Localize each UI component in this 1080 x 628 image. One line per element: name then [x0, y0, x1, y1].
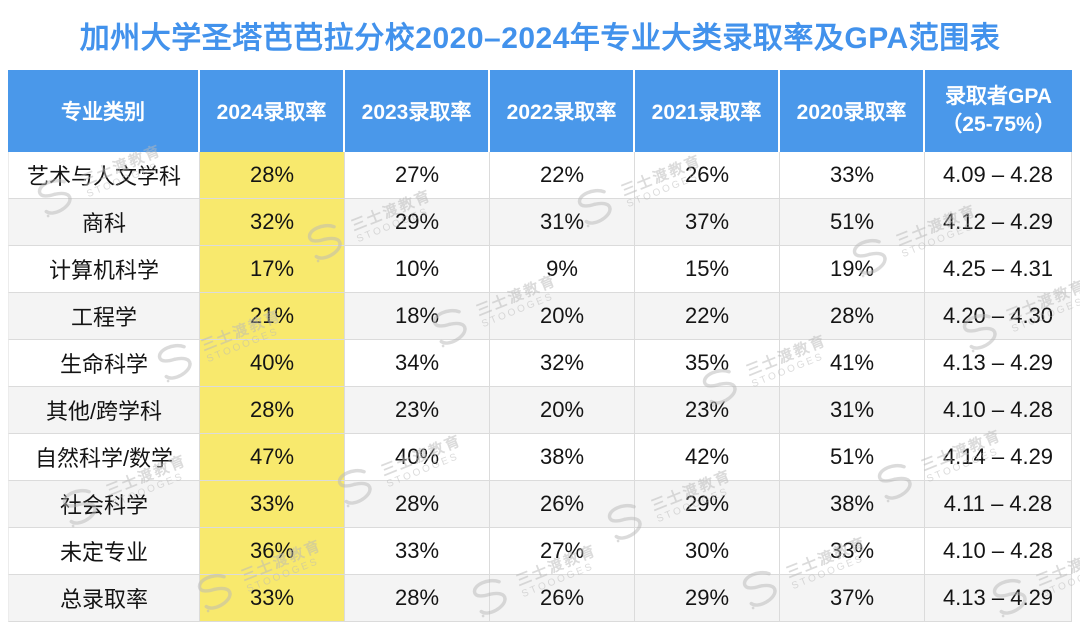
gpa-header-line1: 录取者GPA: [945, 84, 1052, 108]
category-cell: 社会科学: [8, 481, 200, 528]
rate-cell-2020: 51%: [780, 199, 925, 246]
rate-cell-2021: 35%: [635, 340, 780, 387]
col-header-rate-2022: 2022录取率: [490, 70, 635, 152]
rate-cell-2023: 34%: [345, 340, 490, 387]
gpa-cell: 4.13 – 4.29: [925, 340, 1072, 387]
category-cell: 工程学: [8, 293, 200, 340]
rate-cell-2021: 42%: [635, 434, 780, 481]
rate-cell-2022: 20%: [490, 387, 635, 434]
table-header-row: 专业类别 2024录取率 2023录取率 2022录取率 2021录取率 202…: [8, 70, 1072, 152]
col-header-gpa: 录取者GPA （25-75%）: [925, 70, 1072, 152]
admission-rate-table: 专业类别 2024录取率 2023录取率 2022录取率 2021录取率 202…: [8, 70, 1072, 622]
table-body: 艺术与人文学科 28% 27% 22% 26% 33% 4.09 – 4.28 …: [8, 152, 1072, 622]
table-row: 商科 32% 29% 31% 37% 51% 4.12 – 4.29: [8, 199, 1072, 246]
rate-cell-2020: 38%: [780, 481, 925, 528]
rate-cell-2024: 47%: [200, 434, 345, 481]
rate-cell-2021: 29%: [635, 575, 780, 622]
rate-cell-2024: 33%: [200, 481, 345, 528]
table-row: 生命科学 40% 34% 32% 35% 41% 4.13 – 4.29: [8, 340, 1072, 387]
rate-cell-2021: 22%: [635, 293, 780, 340]
rate-cell-2022: 27%: [490, 528, 635, 575]
rate-cell-2020: 33%: [780, 528, 925, 575]
gpa-cell: 4.14 – 4.29: [925, 434, 1072, 481]
rate-cell-2022: 32%: [490, 340, 635, 387]
gpa-cell: 4.09 – 4.28: [925, 152, 1072, 199]
rate-cell-2024: 21%: [200, 293, 345, 340]
rate-cell-2022: 9%: [490, 246, 635, 293]
col-header-rate-2021: 2021录取率: [635, 70, 780, 152]
table-row: 未定专业 36% 33% 27% 30% 33% 4.10 – 4.28: [8, 528, 1072, 575]
rate-cell-2023: 28%: [345, 481, 490, 528]
rate-cell-2020: 19%: [780, 246, 925, 293]
rate-cell-2022: 20%: [490, 293, 635, 340]
rate-cell-2024: 33%: [200, 575, 345, 622]
gpa-cell: 4.10 – 4.28: [925, 528, 1072, 575]
category-cell: 生命科学: [8, 340, 200, 387]
rate-cell-2021: 29%: [635, 481, 780, 528]
rate-cell-2023: 18%: [345, 293, 490, 340]
category-cell: 商科: [8, 199, 200, 246]
rate-cell-2024: 28%: [200, 152, 345, 199]
col-header-rate-2020: 2020录取率: [780, 70, 925, 152]
table-row: 艺术与人文学科 28% 27% 22% 26% 33% 4.09 – 4.28: [8, 152, 1072, 199]
rate-cell-2023: 23%: [345, 387, 490, 434]
table-row: 自然科学/数学 47% 40% 38% 42% 51% 4.14 – 4.29: [8, 434, 1072, 481]
table-row: 计算机科学 17% 10% 9% 15% 19% 4.25 – 4.31: [8, 246, 1072, 293]
rate-cell-2024: 40%: [200, 340, 345, 387]
table-row: 工程学 21% 18% 20% 22% 28% 4.20 – 4.30: [8, 293, 1072, 340]
rate-cell-2020: 28%: [780, 293, 925, 340]
rate-cell-2022: 22%: [490, 152, 635, 199]
rate-cell-2021: 26%: [635, 152, 780, 199]
col-header-rate-2023: 2023录取率: [345, 70, 490, 152]
page-title: 加州大学圣塔芭芭拉分校2020–2024年专业大类录取率及GPA范围表: [79, 22, 1001, 55]
gpa-cell: 4.25 – 4.31: [925, 246, 1072, 293]
category-cell: 艺术与人文学科: [8, 152, 200, 199]
gpa-cell: 4.10 – 4.28: [925, 387, 1072, 434]
gpa-cell: 4.12 – 4.29: [925, 199, 1072, 246]
rate-cell-2022: 31%: [490, 199, 635, 246]
col-header-rate-2024: 2024录取率: [200, 70, 345, 152]
rate-cell-2024: 36%: [200, 528, 345, 575]
rate-cell-2021: 30%: [635, 528, 780, 575]
category-cell: 总录取率: [8, 575, 200, 622]
table-row: 其他/跨学科 28% 23% 20% 23% 31% 4.10 – 4.28: [8, 387, 1072, 434]
rate-cell-2021: 37%: [635, 199, 780, 246]
rate-cell-2023: 27%: [345, 152, 490, 199]
category-cell: 其他/跨学科: [8, 387, 200, 434]
rate-cell-2020: 51%: [780, 434, 925, 481]
gpa-cell: 4.20 – 4.30: [925, 293, 1072, 340]
gpa-cell: 4.13 – 4.29: [925, 575, 1072, 622]
category-cell: 自然科学/数学: [8, 434, 200, 481]
table-row: 社会科学 33% 28% 26% 29% 38% 4.11 – 4.28: [8, 481, 1072, 528]
category-cell: 计算机科学: [8, 246, 200, 293]
gpa-header-line2: （25-75%）: [941, 113, 1056, 136]
rate-cell-2021: 15%: [635, 246, 780, 293]
rate-cell-2023: 33%: [345, 528, 490, 575]
gpa-cell: 4.11 – 4.28: [925, 481, 1072, 528]
rate-cell-2024: 17%: [200, 246, 345, 293]
rate-cell-2022: 38%: [490, 434, 635, 481]
rate-cell-2020: 37%: [780, 575, 925, 622]
rate-cell-2020: 33%: [780, 152, 925, 199]
rate-cell-2024: 32%: [200, 199, 345, 246]
rate-cell-2023: 28%: [345, 575, 490, 622]
rate-cell-2020: 31%: [780, 387, 925, 434]
rate-cell-2020: 41%: [780, 340, 925, 387]
category-cell: 未定专业: [8, 528, 200, 575]
rate-cell-2021: 23%: [635, 387, 780, 434]
rate-cell-2023: 40%: [345, 434, 490, 481]
rate-cell-2024: 28%: [200, 387, 345, 434]
rate-cell-2023: 10%: [345, 246, 490, 293]
rate-cell-2022: 26%: [490, 481, 635, 528]
col-header-category: 专业类别: [8, 70, 200, 152]
table-row-total: 总录取率 33% 28% 26% 29% 37% 4.13 – 4.29: [8, 575, 1072, 622]
rate-cell-2022: 26%: [490, 575, 635, 622]
rate-cell-2023: 29%: [345, 199, 490, 246]
